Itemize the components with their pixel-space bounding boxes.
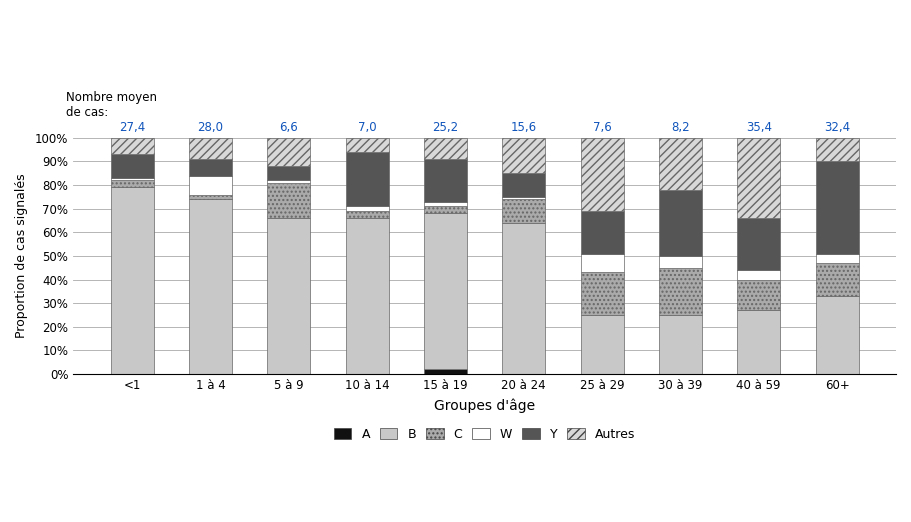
Text: Nombre moyen
de cas:: Nombre moyen de cas: (66, 91, 157, 119)
Bar (345, 138, 389, 152)
Bar (502, 197, 546, 199)
Text: 32,4: 32,4 (824, 121, 850, 134)
Legend: A, B, C, W, Y, Autres: A, B, C, W, Y, Autres (329, 423, 640, 446)
Bar (189, 138, 232, 159)
Text: 15,6: 15,6 (511, 121, 537, 134)
Text: 6,6: 6,6 (280, 121, 298, 134)
Bar (267, 166, 311, 180)
Bar (110, 138, 154, 155)
Bar (110, 155, 154, 178)
X-axis label: Groupes d'âge: Groupes d'âge (434, 399, 535, 413)
Bar (659, 138, 702, 190)
Bar (267, 183, 311, 218)
Bar (580, 211, 624, 254)
Bar (424, 213, 467, 370)
Bar (110, 178, 154, 180)
Bar (502, 173, 546, 197)
Bar (659, 190, 702, 256)
Bar (815, 138, 858, 161)
Bar (659, 268, 702, 315)
Text: 25,2: 25,2 (433, 121, 458, 134)
Text: 8,2: 8,2 (671, 121, 690, 134)
Bar (110, 180, 154, 187)
Bar (580, 315, 624, 374)
Bar (815, 254, 858, 263)
Bar (345, 211, 389, 218)
Bar (502, 199, 546, 223)
Bar (267, 218, 311, 374)
Text: 27,4: 27,4 (119, 121, 145, 134)
Bar (737, 218, 781, 270)
Text: 28,0: 28,0 (198, 121, 223, 134)
Bar (267, 180, 311, 183)
Text: 35,4: 35,4 (746, 121, 772, 134)
Bar (189, 159, 232, 175)
Bar (110, 187, 154, 374)
Bar (424, 138, 467, 159)
Text: 7,0: 7,0 (358, 121, 376, 134)
Bar (424, 370, 467, 374)
Bar (502, 223, 546, 374)
Bar (815, 296, 858, 374)
Bar (424, 159, 467, 201)
Bar (815, 263, 858, 296)
Bar (189, 195, 232, 199)
Bar (345, 152, 389, 206)
Bar (580, 138, 624, 211)
Bar (659, 315, 702, 374)
Bar (737, 310, 781, 374)
Bar (737, 280, 781, 310)
Bar (424, 201, 467, 206)
Bar (189, 199, 232, 374)
Bar (580, 254, 624, 272)
Bar (737, 138, 781, 218)
Bar (580, 272, 624, 315)
Bar (502, 138, 546, 173)
Bar (189, 175, 232, 195)
Bar (345, 206, 389, 211)
Bar (267, 138, 311, 166)
Bar (815, 161, 858, 254)
Bar (424, 206, 467, 213)
Bar (659, 256, 702, 268)
Bar (737, 270, 781, 280)
Y-axis label: Proportion de cas signalés: Proportion de cas signalés (15, 174, 28, 338)
Text: 7,6: 7,6 (593, 121, 611, 134)
Bar (345, 218, 389, 374)
